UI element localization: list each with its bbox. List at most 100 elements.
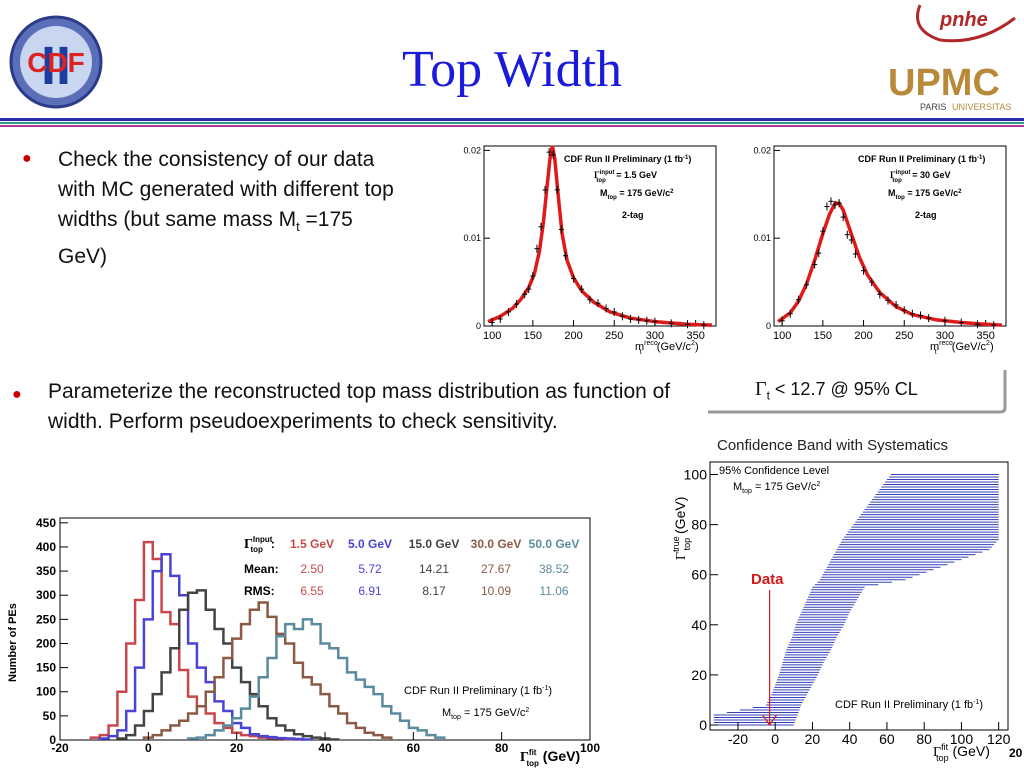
data-point xyxy=(820,227,826,236)
y-tick-label: 300 xyxy=(36,588,56,602)
data-point xyxy=(685,320,691,329)
fit-curve xyxy=(777,201,1002,327)
legend-series-mean: 2.50 xyxy=(300,562,324,576)
data-point xyxy=(558,225,564,234)
x-tick-label: 100 xyxy=(950,731,974,747)
x-tick-label: 250 xyxy=(895,330,913,342)
data-point xyxy=(848,235,854,244)
data-point xyxy=(562,251,568,260)
data-point xyxy=(514,300,520,309)
legend-series-name: 1.5 GeV xyxy=(290,537,334,551)
data-annotation: Data xyxy=(751,571,784,588)
legend-series-rms: 6.55 xyxy=(300,584,324,598)
header-rule-teal xyxy=(0,122,1024,124)
data-point xyxy=(595,299,601,308)
data-point xyxy=(554,185,560,194)
data-point xyxy=(579,285,585,294)
legend-gamma: Γinput top = 1.5 GeV xyxy=(594,170,657,184)
legend-mass: Mtop = 175 GeV/c2 xyxy=(733,481,820,495)
data-point xyxy=(958,318,964,327)
data-point xyxy=(668,319,674,328)
data-point xyxy=(526,285,532,294)
data-point xyxy=(852,250,858,258)
x-axis-label: mreco t (GeV/c2) xyxy=(635,340,699,356)
bullet-2: Parameterize the reconstructed top mass … xyxy=(48,380,671,433)
data-point xyxy=(975,320,981,329)
data-point xyxy=(893,300,899,309)
data-point xyxy=(619,312,625,321)
data-point xyxy=(542,185,548,194)
y-tick-label: 60 xyxy=(691,567,707,583)
data-point xyxy=(636,315,642,324)
x-tick-label: 100 xyxy=(483,330,501,342)
y-tick-label: 0 xyxy=(766,321,771,331)
y-tick-label: 0.02 xyxy=(463,145,481,155)
footer-label: CDF Run II Preliminary (1 fb-1) xyxy=(835,699,983,711)
bullet-dot-1: ● xyxy=(22,150,32,167)
legend-series-mean: 38.52 xyxy=(539,562,569,576)
limit-symbol: Γ xyxy=(755,378,767,400)
data-point xyxy=(909,309,915,318)
limit-box: Γt < 12.7 @ 95% CL xyxy=(700,368,1010,416)
legend-mass: Mtop = 175 GeV/c2 xyxy=(600,188,674,201)
bullet-1-tail: =175 GeV) xyxy=(58,208,353,269)
legend-series-rms: 6.91 xyxy=(358,584,382,598)
x-tick-label: 100 xyxy=(580,741,600,755)
legend-title: CDF Run II Preliminary (1 fb-1) xyxy=(858,154,985,164)
legend-tag: 2-tag xyxy=(622,210,644,220)
data-point xyxy=(836,199,842,208)
data-point xyxy=(779,316,785,325)
upmc-logo: pnhe UPMC PARIS UNIVERSITAS xyxy=(880,0,1020,115)
page-title: Top Width xyxy=(401,41,623,98)
x-tick-label: 0 xyxy=(771,731,779,747)
data-point xyxy=(861,266,867,275)
plot-frame xyxy=(59,517,591,741)
y-tick-label: 150 xyxy=(36,661,56,675)
legend-tag: 2-tag xyxy=(915,210,937,220)
y-tick-label: 20 xyxy=(691,667,707,683)
y-tick-label: 0.01 xyxy=(753,233,771,243)
data-point xyxy=(571,274,577,283)
legend-series-mean: 27.67 xyxy=(481,562,511,576)
cdf-logo: II CDF xyxy=(8,14,104,110)
legend-row-mean: Mean: xyxy=(244,562,279,576)
y-tick-label: 400 xyxy=(36,540,56,554)
data-point xyxy=(644,316,650,325)
x-axis-label: mreco t (GeV/c2) xyxy=(930,340,994,356)
x-tick-label: 350 xyxy=(686,330,704,342)
x-tick-label: 0 xyxy=(145,741,152,755)
y-tick-label: 100 xyxy=(36,685,56,699)
bullet-1: Check the consistency of our data with M… xyxy=(58,145,403,272)
y-tick-label: 0 xyxy=(476,321,481,331)
x-tick-label: 60 xyxy=(407,741,421,755)
y-tick-label: 0.01 xyxy=(463,233,481,243)
x-tick-label: 120 xyxy=(987,731,1011,747)
data-point xyxy=(926,314,932,323)
header-rule-pink xyxy=(0,125,1024,127)
y-tick-label: 200 xyxy=(36,636,56,650)
data-point xyxy=(652,317,658,326)
y-tick-label: 0 xyxy=(49,733,56,747)
data-point xyxy=(489,318,495,327)
y-tick-label: 50 xyxy=(43,709,57,723)
page-number: 20 xyxy=(1009,746,1023,760)
x-tick-label: 300 xyxy=(936,330,954,342)
limit-value: < 12.7 @ 95% CL xyxy=(769,379,918,399)
legend-row-rms: RMS: xyxy=(244,584,275,598)
limit-sub: t xyxy=(766,388,770,403)
legend-series-rms: 11.06 xyxy=(539,584,568,598)
x-tick-label: 150 xyxy=(814,330,832,342)
data-point xyxy=(844,230,850,239)
y-tick-label: 350 xyxy=(36,564,56,578)
data-point xyxy=(877,290,883,299)
data-point xyxy=(869,278,875,287)
data-point xyxy=(832,200,838,209)
logo-paris: PARIS xyxy=(920,102,946,112)
histogram-15-0-GeV xyxy=(116,589,340,741)
footer-mass: Mtop = 175 GeV/c2 xyxy=(442,707,529,721)
y-tick-label: 80 xyxy=(691,517,707,533)
data-point xyxy=(816,249,822,258)
legend-series-mean: 5.72 xyxy=(358,562,382,576)
mass-fit-chart-1: 100 150 200 250 300 350 0 0.01 0.02 CDF Run II P… xyxy=(463,145,717,356)
legend-cl: 95% Confidence Level xyxy=(719,465,829,477)
